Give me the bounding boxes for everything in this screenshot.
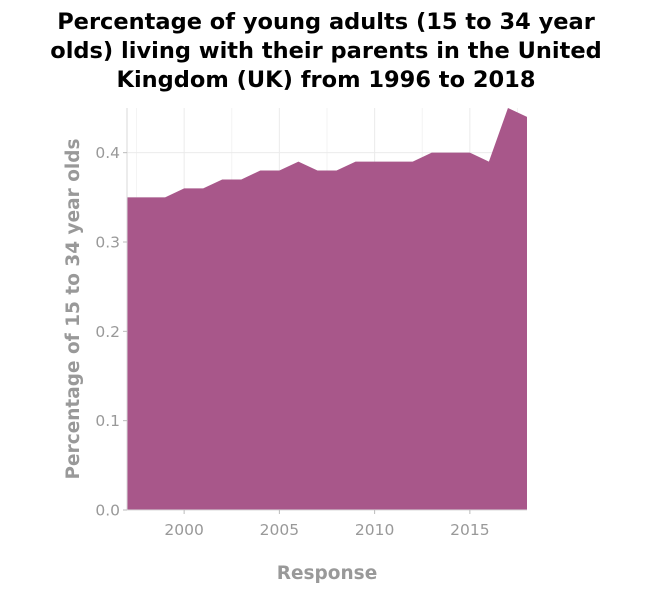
y-tick-label: 0.0 <box>95 502 120 520</box>
plot-area <box>127 108 527 510</box>
y-axis-label: Percentage of 15 to 34 year olds <box>63 139 84 480</box>
y-tick-label: 0.2 <box>95 323 120 341</box>
x-axis-label: Response <box>277 563 378 584</box>
chart-title-line-1: Percentage of young adults (15 to 34 yea… <box>57 9 596 35</box>
x-tick-label: 2005 <box>260 521 299 539</box>
y-tick-label: 0.4 <box>95 144 120 162</box>
chart-title-line-2: olds) living with their parents in the U… <box>50 38 602 64</box>
y-tick-label: 0.1 <box>95 412 120 430</box>
y-tick-label: 0.3 <box>95 234 120 252</box>
tick-labels: 0.0 0.1 0.2 0.3 0.4 2000 2005 2010 2015 <box>95 144 489 539</box>
x-tick-label: 2000 <box>164 521 203 539</box>
area-series-0 <box>127 108 527 510</box>
axes <box>126 108 527 511</box>
chart-title: Percentage of young adults (15 to 34 yea… <box>50 9 602 93</box>
x-tick-label: 2015 <box>450 521 489 539</box>
chart-title-line-3: Kingdom (UK) from 1996 to 2018 <box>117 67 536 93</box>
x-tick-label: 2010 <box>355 521 394 539</box>
